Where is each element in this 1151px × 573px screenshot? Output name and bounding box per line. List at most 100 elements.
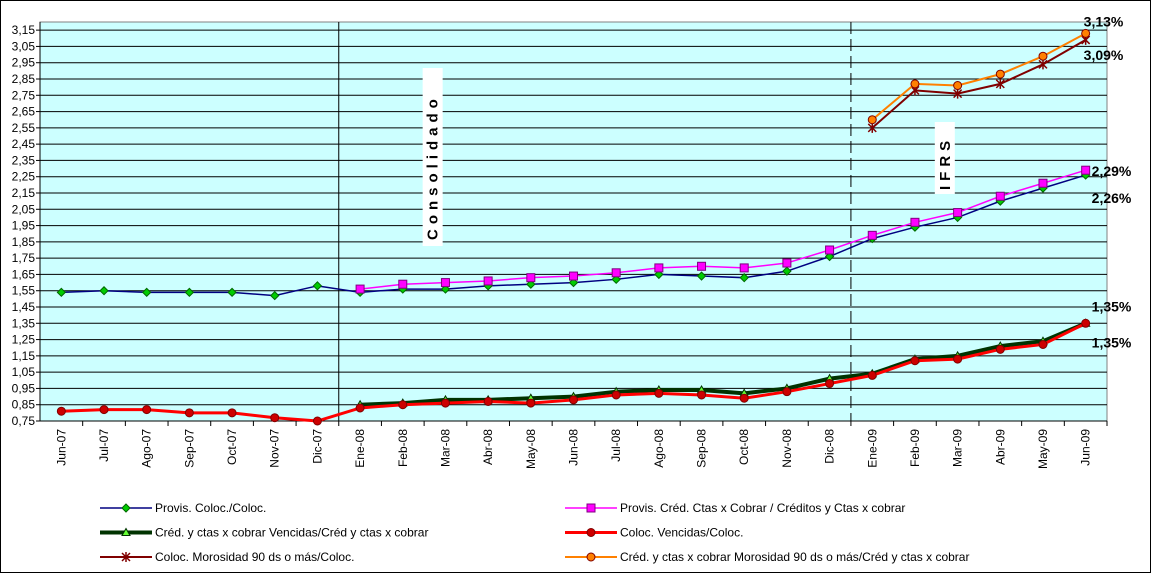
data-point (824, 251, 835, 262)
y-tick-label: 1,15 (12, 349, 36, 363)
data-point (825, 245, 835, 255)
data-point (398, 279, 408, 289)
data-point (568, 277, 579, 288)
legend-marker (586, 552, 596, 562)
data-point (483, 396, 493, 406)
y-tick-label: 1,55 (12, 284, 36, 298)
y-tick-label: 2,45 (12, 137, 36, 151)
x-tick-label: Sep-07 (182, 429, 196, 468)
x-tick-label: Jul-07 (97, 429, 111, 462)
y-tick-label: 1,25 (12, 333, 36, 347)
data-point (995, 344, 1005, 354)
x-tick-label: Mar-08 (438, 429, 452, 467)
x-tick-label: Jun-09 (1079, 429, 1093, 466)
data-point (398, 400, 408, 410)
x-tick-label: Dic-07 (310, 429, 324, 464)
y-tick-label: 2,75 (12, 88, 36, 102)
y-tick-label: 3,15 (12, 23, 36, 37)
data-point (611, 268, 621, 278)
data-point (739, 393, 749, 403)
y-tick-label: 3,05 (12, 39, 36, 53)
data-point (483, 276, 493, 286)
annotation: IFRS (937, 136, 954, 190)
data-point (1038, 178, 1048, 188)
data-point (142, 405, 152, 415)
data-point (1081, 165, 1091, 175)
data-point (953, 354, 963, 364)
data-point (355, 403, 365, 413)
data-point (654, 263, 664, 273)
y-tick-label: 2,85 (12, 72, 36, 86)
data-point (56, 406, 66, 416)
data-point (1081, 318, 1091, 328)
data-point (99, 286, 109, 296)
legend-marker (121, 552, 131, 562)
y-tick-label: 2,55 (12, 121, 36, 135)
x-tick-label: Ago-08 (652, 429, 666, 468)
y-tick-label: 2,15 (12, 186, 36, 200)
x-tick-label: Ago-07 (140, 429, 154, 468)
value-label: 1,35% (1092, 298, 1132, 314)
data-point (739, 272, 749, 283)
y-tick-label: 0,85 (12, 398, 36, 412)
data-point (697, 390, 707, 400)
data-point (867, 115, 877, 125)
y-tick-label: 0,95 (12, 381, 36, 395)
y-tick-label: 1,05 (12, 365, 36, 379)
y-tick-label: 1,95 (12, 219, 36, 233)
y-tick-label: 2,05 (12, 202, 36, 216)
y-tick-label: 2,95 (12, 56, 36, 70)
x-tick-label: Jun-07 (54, 429, 68, 466)
data-point (739, 263, 749, 273)
data-point (270, 290, 280, 301)
data-point (910, 79, 920, 89)
legend-label: Créd. y ctas x cobrar Morosidad 90 ds o … (620, 550, 969, 564)
series-line (871, 39, 1087, 129)
annotation-bg (422, 68, 443, 246)
x-tick-label: Oct-07 (225, 429, 239, 465)
data-point (569, 395, 578, 405)
x-tick-label: Nov-08 (780, 429, 794, 468)
data-point (697, 261, 707, 271)
legend-marker (121, 503, 131, 513)
legend-label: Provis. Coloc./Coloc. (155, 501, 266, 515)
y-tick-label: 1,35 (12, 316, 36, 330)
value-label: 1,35% (1092, 334, 1132, 350)
y-tick-label: 1,85 (12, 235, 36, 249)
data-point (1038, 59, 1048, 70)
data-point (526, 398, 536, 408)
y-tick-label: 2,35 (12, 153, 36, 167)
x-tick-label: Abr-08 (481, 429, 495, 465)
y-tick-label: 0,75 (12, 414, 36, 428)
y-tick-label: 2,25 (12, 170, 36, 184)
data-point (696, 271, 707, 281)
annotation-bg (934, 122, 955, 194)
data-point (227, 408, 237, 418)
data-point (312, 416, 322, 426)
data-point (654, 269, 664, 280)
data-point (569, 271, 578, 281)
x-tick-label: May-08 (524, 429, 538, 469)
legend-label: Coloc. Vencidas/Coloc. (620, 526, 743, 540)
data-point (782, 266, 792, 276)
data-point (867, 370, 877, 380)
data-point (995, 78, 1005, 89)
data-point (611, 274, 621, 285)
data-point (867, 230, 877, 240)
x-tick-label: May-09 (1036, 429, 1050, 469)
x-tick-label: Nov-07 (268, 429, 282, 468)
x-tick-label: Sep-08 (695, 429, 709, 468)
x-tick-label: Ene-09 (865, 429, 879, 468)
data-point (270, 413, 280, 423)
data-point (995, 69, 1005, 79)
data-point (526, 273, 536, 283)
data-point (910, 217, 920, 227)
data-point (825, 379, 835, 389)
data-point (440, 284, 451, 294)
data-point (910, 356, 920, 366)
legend-label: Coloc. Morosidad 90 ds o más/Coloc. (155, 550, 354, 564)
x-tick-label: Oct-08 (737, 429, 751, 465)
data-point (526, 279, 536, 289)
data-point (440, 278, 450, 288)
